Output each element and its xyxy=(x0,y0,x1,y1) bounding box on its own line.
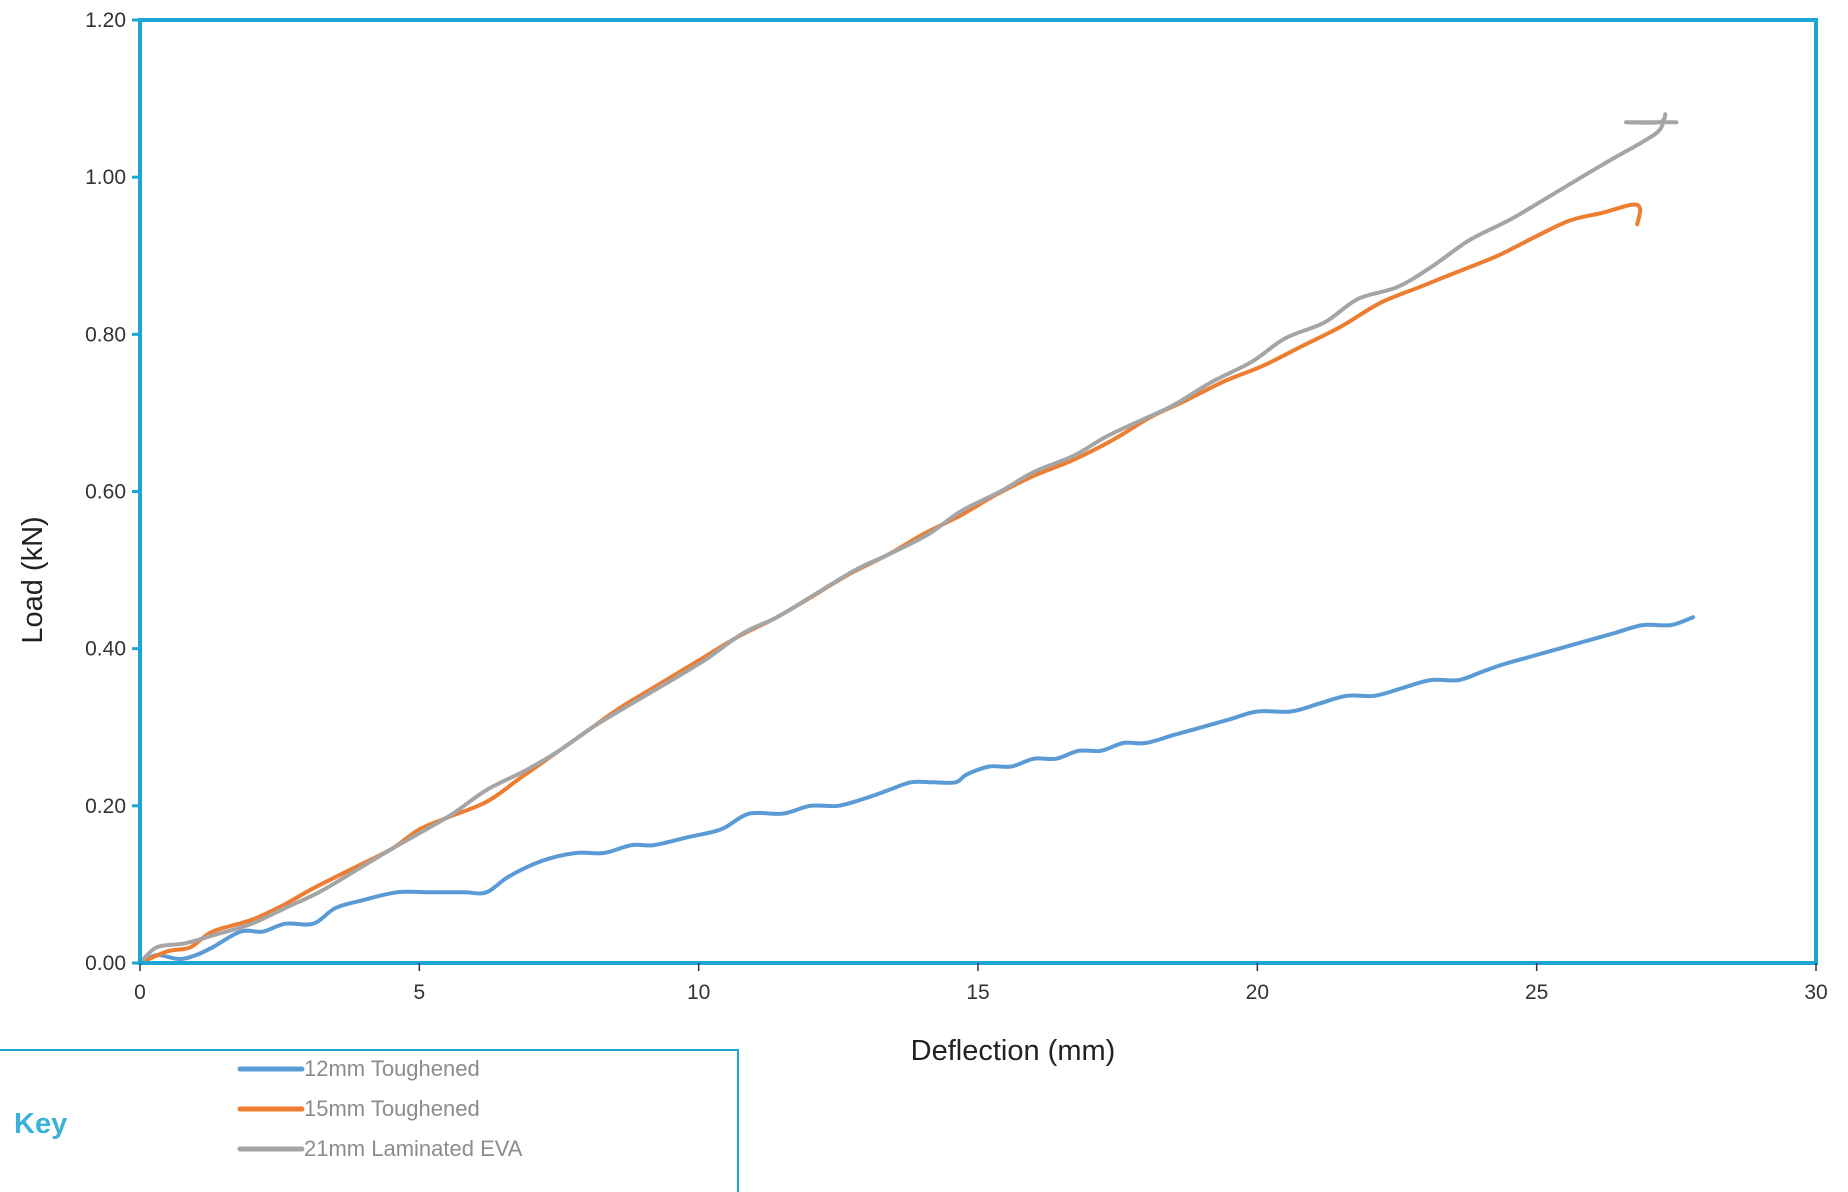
x-tick-label: 0 xyxy=(134,981,146,1004)
legend-title: Key xyxy=(14,1108,67,1140)
x-tick-label: 15 xyxy=(966,981,989,1004)
axes xyxy=(138,18,1818,965)
y-tick-label: 0.80 xyxy=(85,323,126,346)
legend-entries: 12mm Toughened 15mm Toughened 21mm Laminat… xyxy=(237,1056,523,1161)
series-lines xyxy=(138,112,1696,965)
y-tick-label: 0.20 xyxy=(85,795,126,818)
series-line-1 xyxy=(138,615,1696,965)
x-tick-label: 30 xyxy=(1804,981,1827,1004)
x-tick-label: 25 xyxy=(1525,981,1548,1004)
legend-label: 21mm Laminated EVA xyxy=(304,1136,523,1161)
x-axis-title: Deflection (mm) xyxy=(911,1035,1116,1067)
y-tick-label: 1.20 xyxy=(85,9,126,32)
plot-frame xyxy=(138,18,1818,965)
x-tick-label: 5 xyxy=(413,981,425,1004)
axis-ticks: 0 5 10 15 20 25 30 0.00 0.20 0.40 0.60 0.80 1.00 1.20 xyxy=(85,9,1828,1004)
legend-box xyxy=(0,1049,739,1192)
x-tick-label: 20 xyxy=(1246,981,1269,1004)
y-tick-label: 1.00 xyxy=(85,166,126,189)
series-line-2 xyxy=(138,202,1643,965)
x-tick-label: 10 xyxy=(687,981,710,1004)
series-line-3 xyxy=(138,112,1679,965)
legend-label: 15mm Toughened xyxy=(304,1096,480,1121)
legend: Key 12mm Toughened 15mm Toughened 21mm Lam… xyxy=(0,1049,739,1192)
y-tick-label: 0.60 xyxy=(85,481,126,504)
y-tick-label: 0.40 xyxy=(85,638,126,661)
y-tick-label: 0.00 xyxy=(85,952,126,975)
y-axis-title: Load (kN) xyxy=(17,516,49,643)
legend-label: 12mm Toughened xyxy=(304,1056,480,1081)
